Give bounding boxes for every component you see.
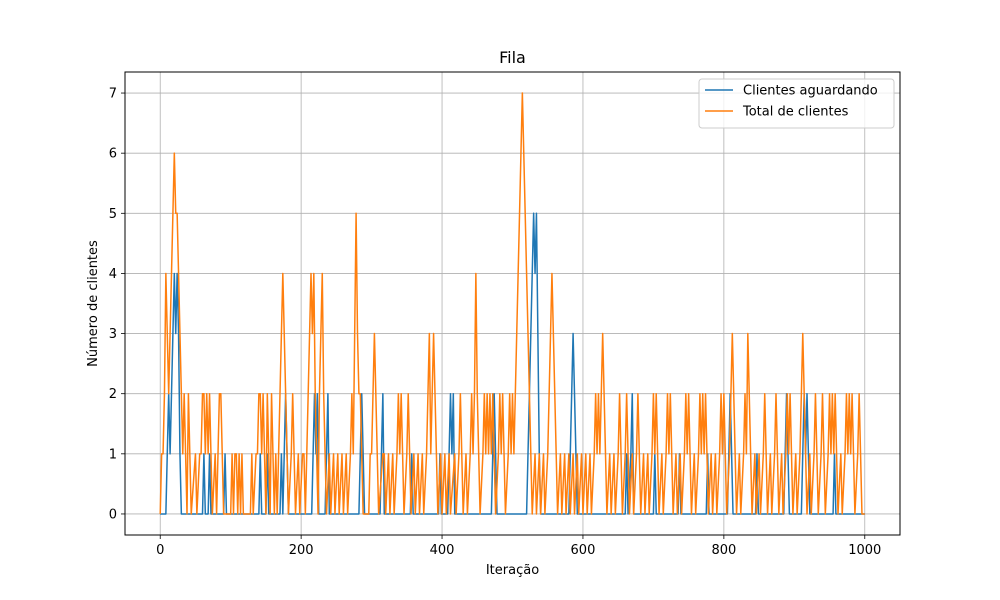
legend-entries: Clientes aguardando Total de clientes: [705, 84, 878, 120]
y-tick-label: 2: [109, 387, 117, 402]
x-tick-label: 200: [289, 543, 314, 558]
y-tick-label: 0: [109, 507, 117, 522]
y-tick-label: 7: [109, 87, 117, 102]
series-line-2: [159, 92, 865, 515]
y-tick-label: 5: [109, 207, 117, 222]
legend-box: [698, 78, 895, 129]
x-tick-label: 800: [711, 543, 736, 558]
legend-label: Clientes aguardando: [743, 84, 878, 99]
axis-ticks: 0 200 400 600 800 1000 0 1 2 3 4 5 6 7: [109, 87, 882, 558]
legend-label: Total de clientes: [742, 105, 849, 120]
chart-title: Fila: [499, 48, 526, 67]
legend: Clientes aguardando Total de clientes: [698, 78, 895, 129]
x-tick-label: 600: [571, 543, 596, 558]
series-lines: [159, 92, 865, 515]
y-tick-label: 3: [109, 327, 117, 342]
grid-lines: [125, 72, 900, 535]
x-tick-label: 1000: [848, 543, 881, 558]
y-tick-label: 6: [109, 147, 117, 162]
x-tick-label: 0: [156, 543, 164, 558]
axes-frame: [124, 71, 901, 536]
x-tick-label: 400: [430, 543, 455, 558]
x-axis-label: Iteração: [486, 563, 539, 578]
y-tick-label: 4: [109, 267, 117, 282]
y-axis-label: Número de clientes: [86, 240, 101, 367]
y-tick-label: 1: [109, 447, 117, 462]
